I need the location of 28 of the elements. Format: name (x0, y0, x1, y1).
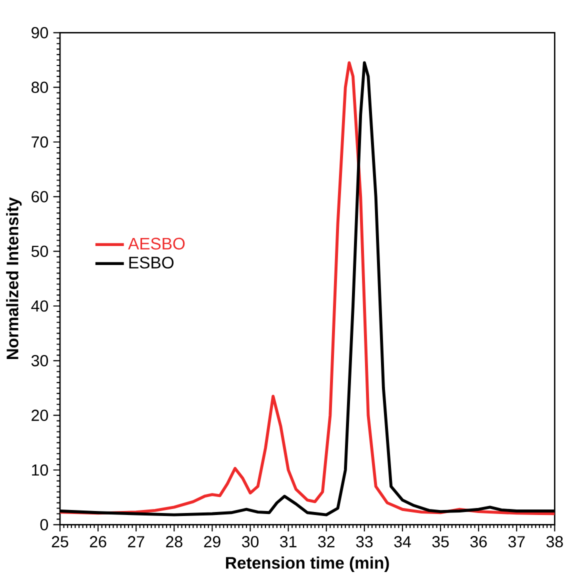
legend-label: AESBO (128, 238, 185, 250)
y-tick-label: 80 (32, 82, 48, 93)
x-tick-label: 28 (166, 536, 182, 548)
x-tick-label: 35 (432, 536, 449, 548)
x-tick-label: 25 (52, 536, 68, 548)
y-tick-label: 10 (32, 464, 48, 476)
x-tick-label: 34 (394, 536, 411, 548)
x-tick-label: 36 (470, 536, 487, 548)
x-tick-label: 26 (90, 536, 106, 548)
y-tick-label: 90 (32, 27, 48, 38)
y-tick-label: 50 (31, 246, 48, 257)
x-tick-label: 31 (280, 536, 296, 548)
y-tick-label: 40 (31, 300, 48, 312)
y-tick-label: 30 (31, 355, 48, 366)
y-axis-title: Normalized Intensity (6, 197, 22, 360)
legend-label: ESBO (129, 256, 174, 269)
y-tick-label: 60 (32, 191, 48, 202)
x-tick-label: 32 (318, 536, 334, 548)
y-tick-label: 70 (32, 136, 48, 148)
x-axis-title: Retension time (min) (226, 556, 389, 572)
x-tick-label: 27 (128, 536, 144, 548)
x-tick-label: 30 (242, 536, 259, 548)
y-tick-label: 0 (40, 519, 48, 530)
x-tick-label: 38 (546, 536, 563, 548)
y-tick-label: 20 (32, 410, 48, 421)
x-tick-label: 29 (204, 536, 220, 548)
x-tick-label: 37 (508, 536, 525, 548)
x-tick-label: 33 (356, 536, 373, 548)
